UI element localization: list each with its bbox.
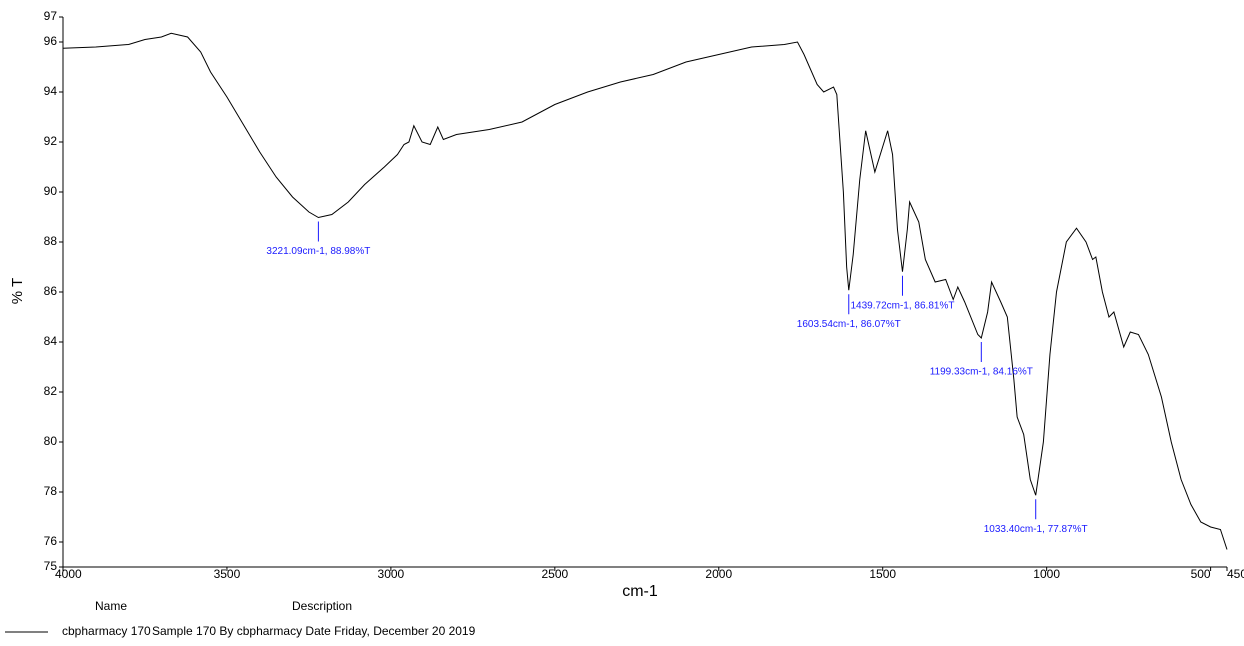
- y-tick-label: 75: [44, 559, 58, 573]
- y-tick-label: 86: [44, 284, 58, 298]
- y-tick-label: 96: [44, 34, 58, 48]
- y-tick-label: 97: [44, 9, 58, 23]
- y-tick-label: 82: [44, 384, 58, 398]
- x-axis-label: cm-1: [622, 583, 658, 600]
- annotation-label: 1603.54cm-1, 86.07%T: [797, 319, 901, 330]
- x-tick-label: 2500: [541, 567, 568, 581]
- x-tick-label: 1000: [1033, 567, 1060, 581]
- y-tick-label: 80: [44, 434, 58, 448]
- x-tick-label: 1500: [869, 567, 896, 581]
- y-tick-label: 88: [44, 234, 58, 248]
- x-tick-label: 3500: [214, 567, 241, 581]
- legend-description: Sample 170 By cbpharmacy Date Friday, De…: [152, 624, 476, 638]
- y-tick-label: 94: [44, 84, 58, 98]
- x-tick-label: 3000: [378, 567, 405, 581]
- spectrum-line: [62, 32, 1228, 550]
- y-tick-label: 92: [44, 134, 58, 148]
- legend-name: cbpharmacy 170: [62, 624, 151, 638]
- annotation-label: 3221.09cm-1, 88.98%T: [266, 246, 370, 257]
- y-tick-label: 78: [44, 484, 58, 498]
- annotation-label: 1199.33cm-1, 84.16%T: [930, 367, 1033, 378]
- x-tick-label: 450: [1227, 567, 1244, 581]
- legend-header: Name: [95, 599, 127, 613]
- y-tick-label: 84: [44, 334, 58, 348]
- y-tick-label: 76: [44, 534, 58, 548]
- y-tick-label: 90: [44, 184, 58, 198]
- x-tick-label: 500: [1191, 567, 1211, 581]
- x-tick-label: 2000: [705, 567, 732, 581]
- legend-header: Description: [292, 599, 352, 613]
- x-tick-label: 4000: [55, 567, 82, 581]
- annotation-label: 1033.40cm-1, 77.87%T: [984, 524, 1088, 535]
- y-axis-label: % T: [9, 278, 26, 304]
- annotation-label: 1439.72cm-1, 86.81%T: [851, 300, 955, 311]
